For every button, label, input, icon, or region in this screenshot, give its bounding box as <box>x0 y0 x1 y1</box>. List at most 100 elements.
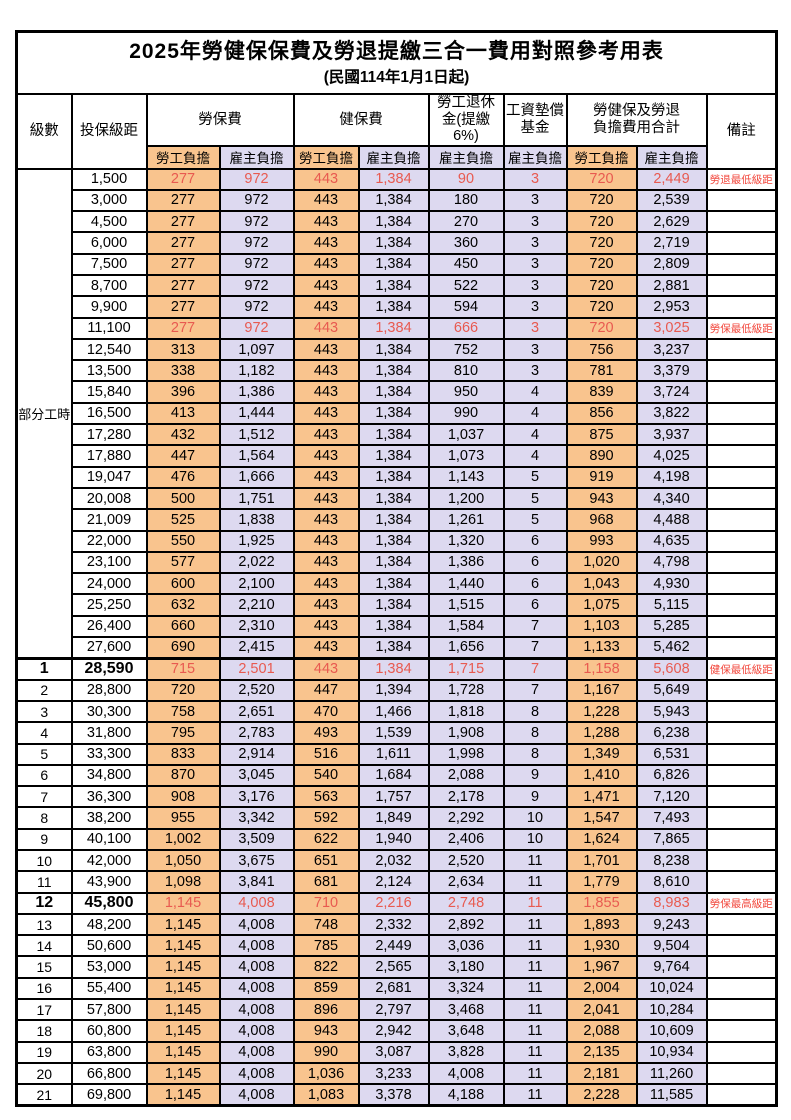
cell-level: 4 <box>15 721 73 745</box>
cell-health-ins-employer: 3,378 <box>357 1083 430 1107</box>
cell-wage-arrears-employer: 11 <box>502 976 568 1001</box>
cell-bracket: 20,008 <box>70 486 148 511</box>
cell-labor-ins-employer: 1,444 <box>218 401 295 426</box>
table-row: 23,100 577 2,022 443 1,384 1,386 6 1,020 4,798 <box>17 550 778 575</box>
cell-remark <box>705 763 778 788</box>
cell-labor-ins-employee: 432 <box>145 423 221 447</box>
table-row: 17 57,800 1,145 4,008 896 2,797 3,468 11 2,041 10… <box>15 998 778 1022</box>
table-row: 21 69,800 1,145 4,008 1,083 3,378 4,188 11 2,228… <box>15 1083 778 1107</box>
cell-labor-ins-employee: 1,145 <box>145 1083 221 1107</box>
cell-health-ins-employee: 443 <box>292 231 360 255</box>
cell-labor-ins-employee: 277 <box>145 231 221 255</box>
cell-labor-ins-employer: 972 <box>218 167 295 191</box>
cell-remark: 健保最低級距 <box>705 656 778 681</box>
cell-health-ins-employee: 443 <box>292 423 360 447</box>
cell-bracket: 7,500 <box>70 252 148 276</box>
cell-pension-employer: 2,088 <box>427 763 505 788</box>
table-row: 5 33,300 833 2,914 516 1,611 1,998 8 1,349 6,531 <box>15 742 778 766</box>
cell-remark <box>705 955 778 979</box>
cell-labor-ins-employer: 2,914 <box>218 742 295 766</box>
cell-labor-ins-employee: 277 <box>145 295 221 319</box>
cell-bracket: 28,590 <box>70 656 148 681</box>
cell-health-ins-employer: 3,087 <box>357 1040 430 1064</box>
cell-health-ins-employer: 1,384 <box>357 231 430 255</box>
cell-remark <box>705 614 778 639</box>
table-row: 18 60,800 1,145 4,008 943 2,942 3,648 11 2,088 10… <box>15 1019 778 1043</box>
cell-health-ins-employee: 443 <box>292 316 360 340</box>
cell-health-ins-employer: 1,611 <box>357 742 430 766</box>
cell-health-ins-employee: 785 <box>292 934 360 958</box>
cell-pension-employer: 990 <box>427 401 505 426</box>
cell-bracket: 30,300 <box>70 699 148 724</box>
cell-bracket: 9,900 <box>70 295 148 319</box>
cell-wage-arrears-employer: 11 <box>502 848 568 873</box>
cell-total-employee: 943 <box>565 486 638 511</box>
table-row: 2 28,800 720 2,520 447 1,394 1,728 7 1,167 5,649 <box>15 678 778 702</box>
cell-wage-arrears-employer: 11 <box>502 1040 568 1064</box>
cell-total-employee: 1,930 <box>565 934 638 958</box>
cell-labor-ins-employer: 1,512 <box>218 423 295 447</box>
table-row: 3 30,300 758 2,651 470 1,466 1,818 8 1,228 5,943 <box>15 699 778 724</box>
cell-remark <box>705 848 778 873</box>
cell-total-employer: 4,635 <box>635 529 708 553</box>
cell-total-employee: 1,624 <box>565 827 638 852</box>
cell-wage-arrears-employer: 8 <box>502 742 568 766</box>
cell-remark: 勞退最低級距 <box>705 167 778 191</box>
cell-health-ins-employee: 443 <box>292 593 360 617</box>
cell-health-ins-employee: 443 <box>292 508 360 532</box>
cell-remark <box>705 231 778 255</box>
cell-level: 7 <box>15 785 73 809</box>
cell-pension-employer: 90 <box>427 167 505 191</box>
cell-pension-employer: 950 <box>427 380 505 404</box>
cell-health-ins-employer: 1,384 <box>357 593 430 617</box>
cell-health-ins-employer: 2,032 <box>357 848 430 873</box>
cell-labor-ins-employee: 277 <box>145 167 221 191</box>
cell-bracket: 60,800 <box>70 1019 148 1043</box>
header-remark: 備註 <box>705 93 778 170</box>
cell-labor-ins-employer: 972 <box>218 188 295 213</box>
cell-labor-ins-employer: 972 <box>218 316 295 340</box>
cell-labor-ins-employer: 2,501 <box>218 656 295 681</box>
title-row: 2025年勞健保保費及勞退提繳三合一費用對照參考用表 (民國114年1月1日起) <box>15 30 778 95</box>
table-row: 4 31,800 795 2,783 493 1,539 1,908 8 1,288 6,238 <box>15 721 778 745</box>
cell-bracket: 4,500 <box>70 210 148 234</box>
cell-pension-employer: 4,188 <box>427 1083 505 1107</box>
cell-labor-ins-employer: 4,008 <box>218 912 295 937</box>
cell-labor-ins-employer: 1,838 <box>218 508 295 532</box>
table-row: 7 36,300 908 3,176 563 1,757 2,178 9 1,471 7,120 <box>15 785 778 809</box>
cell-remark <box>705 721 778 745</box>
cell-labor-ins-employee: 313 <box>145 337 221 362</box>
cell-labor-ins-employer: 1,751 <box>218 486 295 511</box>
cell-labor-ins-employee: 1,145 <box>145 955 221 979</box>
cell-level: 1 <box>15 656 73 681</box>
cell-bracket: 8,700 <box>70 273 148 298</box>
cell-health-ins-employer: 1,384 <box>357 295 430 319</box>
cell-health-ins-employee: 1,036 <box>292 1061 360 1086</box>
cell-total-employee: 720 <box>565 231 638 255</box>
cell-pension-employer: 3,828 <box>427 1040 505 1064</box>
header-level: 級數 <box>15 93 73 170</box>
cell-total-employer: 3,025 <box>635 316 708 340</box>
cell-health-ins-employer: 2,681 <box>357 976 430 1001</box>
cell-total-employer: 10,024 <box>635 976 708 1001</box>
header-bracket: 投保級距 <box>70 93 148 170</box>
cell-wage-arrears-employer: 8 <box>502 699 568 724</box>
cell-wage-arrears-employer: 8 <box>502 721 568 745</box>
cell-total-employee: 856 <box>565 401 638 426</box>
cell-total-employee: 2,228 <box>565 1083 638 1107</box>
cell-labor-ins-employee: 1,145 <box>145 934 221 958</box>
cell-level: 2 <box>15 678 73 702</box>
cell-labor-ins-employee: 1,145 <box>145 912 221 937</box>
cell-labor-ins-employee: 870 <box>145 763 221 788</box>
cell-level: 18 <box>15 1019 73 1043</box>
cell-health-ins-employer: 1,684 <box>357 763 430 788</box>
cell-pension-employer: 450 <box>427 252 505 276</box>
cell-total-employer: 5,649 <box>635 678 708 702</box>
cell-level: 15 <box>15 955 73 979</box>
cell-labor-ins-employer: 3,841 <box>218 870 295 894</box>
subheader-arrears-employer: 雇主負擔 <box>502 144 568 170</box>
header-row-groups: 級數 投保級距 勞保費 健保費 勞工退休 金(提繳6%) 工資墊償 基金 勞健保… <box>15 93 778 170</box>
table-row: 16,500 413 1,444 443 1,384 990 4 856 3,822 <box>17 401 778 426</box>
cell-pension-employer: 270 <box>427 210 505 234</box>
